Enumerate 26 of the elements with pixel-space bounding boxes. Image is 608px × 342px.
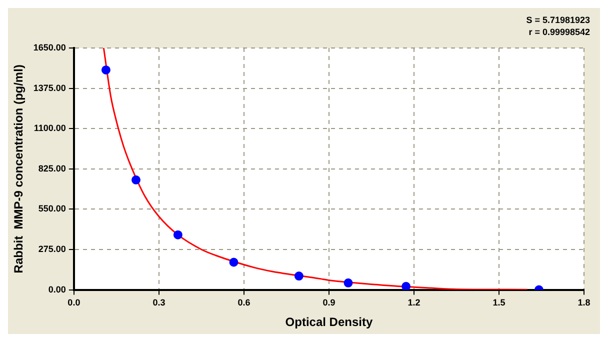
line-series <box>102 48 528 290</box>
point <box>229 258 238 267</box>
point <box>131 175 140 184</box>
point <box>344 278 353 288</box>
y-tick-label: 1650.00 <box>33 42 66 52</box>
point <box>294 272 304 281</box>
x-tick-label: 1.2 <box>408 298 420 308</box>
y-tick-label: 275.00 <box>38 244 66 254</box>
y-tick-label: 825.00 <box>38 163 66 174</box>
point <box>173 230 182 240</box>
y-tick-label: 0.00 <box>48 284 66 294</box>
point <box>402 282 411 290</box>
x-tick-label: 0.9 <box>322 298 336 308</box>
text: S = 5.71981923 <box>526 14 590 26</box>
x-tick-label: 0.3 <box>152 298 166 308</box>
x-tick-label: 1.8 <box>578 298 590 308</box>
point <box>101 65 110 74</box>
text: r = 0.99998542 <box>528 26 590 38</box>
y-tick-label: 1100.00 <box>34 123 66 134</box>
x-tick-label: 0.6 <box>238 298 250 308</box>
y-axis-title: Rabbit MMP-9 concentration (pg/ml) <box>12 64 26 274</box>
x-axis-title: Optical Density <box>285 315 373 330</box>
y-tick-label: 1375.00 <box>33 82 66 93</box>
x-tick-label: 1.5 <box>492 298 506 308</box>
x-tick-label: 0.0 <box>68 298 80 308</box>
y-tick-label: 550.00 <box>38 204 66 214</box>
